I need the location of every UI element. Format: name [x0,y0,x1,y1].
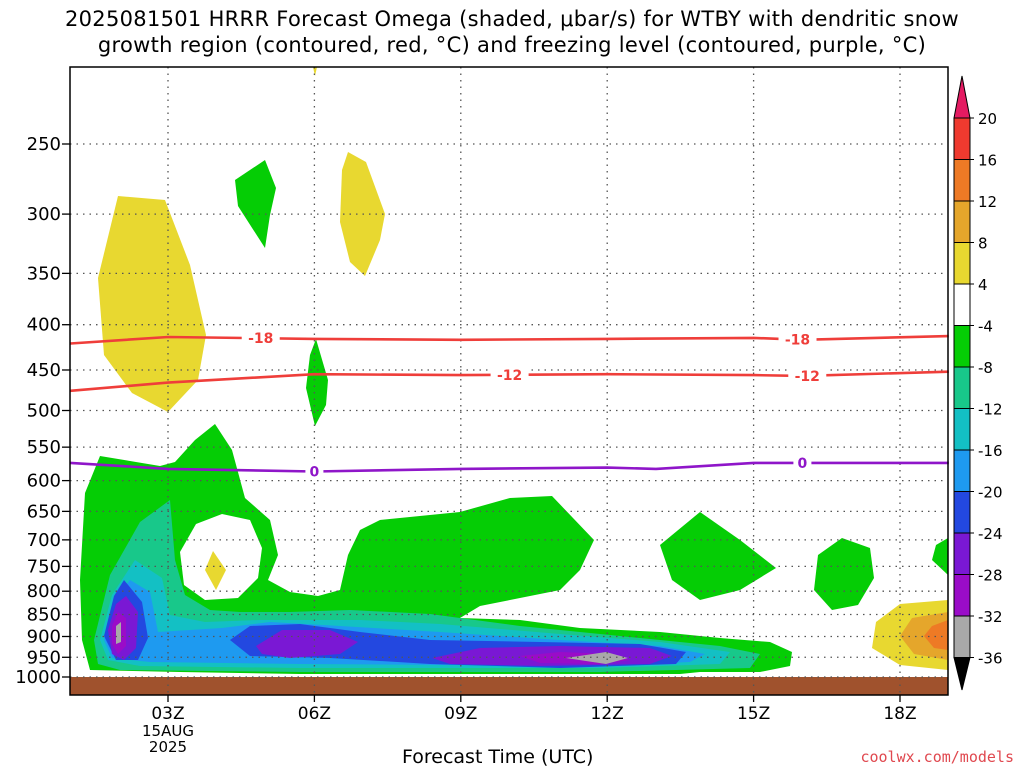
x-tick-label: 09Z [444,704,477,724]
omega-region-positive [205,551,226,590]
colorbar-label: 16 [978,152,997,170]
colorbar-label: -8 [978,359,993,377]
colorbar-arrow-bottom [953,657,971,691]
colorbar-segment [953,117,971,160]
site-credit[interactable]: coolwx.com/models [860,748,1014,766]
ground-surface [70,677,948,695]
contour-label-bg [305,463,324,480]
contour-label-bg [793,454,812,471]
y-axis: 2503003504004505005506006507007508008509… [15,134,70,688]
colorbar-segment [953,325,971,368]
colorbar-segment [953,532,971,575]
colorbar-segment [953,159,971,202]
colorbar-label: -4 [978,318,993,336]
omega-region-negative [660,512,776,600]
colorbar-segment [953,366,971,409]
colorbar-segment [953,242,971,285]
x-tick-date: 2025 [149,738,187,756]
omega-region-negative [116,622,121,644]
colorbar-segment [953,574,971,617]
y-tick-label: 850 [27,605,61,626]
contour-label: -12 [795,369,820,385]
colorbar-label: -32 [978,608,1003,626]
colorbar-segment [953,200,971,243]
x-axis-label: Forecast Time (UTC) [402,746,594,768]
colorbar-label: -28 [978,567,1003,585]
y-tick-label: 400 [27,315,61,336]
contour-label-bg [490,366,529,383]
colorbar-label: 4 [978,276,988,294]
omega-region-negative [566,652,628,664]
y-tick-label: 600 [27,471,61,492]
chart-title-line-2: growth region (contoured, red, °C) and f… [97,33,927,57]
x-tick-label: 06Z [298,704,331,724]
omega-region-negative [235,160,276,248]
y-tick-label: 550 [27,437,61,458]
contour-label: -12 [497,368,522,384]
y-tick-label: 450 [27,360,61,381]
y-tick-label: 250 [27,134,61,155]
contour-label-bg [778,331,817,348]
colorbar-label: -36 [978,650,1003,668]
contour-label: -18 [785,333,810,349]
y-tick-label: 350 [27,263,61,284]
y-tick-label: 750 [27,556,61,577]
y-tick-label: 650 [27,501,61,522]
colorbar-label: 20 [978,110,997,128]
grid-lines [70,67,948,695]
x-tick-label: 18Z [883,704,916,724]
colorbar-label: -16 [978,442,1003,460]
colorbar-segment [953,449,971,492]
colorbar-segment [953,491,971,534]
chart-title: 2025081501 HRRR Forecast Omega (shaded, … [0,6,1024,58]
y-tick-label: 1000 [15,667,61,688]
omega-region-weak [180,514,262,600]
contour-label: 0 [798,456,808,472]
contour-label-bg [241,330,280,347]
y-tick-label: 500 [27,401,61,422]
temperature-contours: -18 -18 -12 -12 0 0 [70,330,949,481]
omega-shading [80,67,948,674]
colorbar-segment [953,615,971,658]
colorbar-label: -24 [978,525,1003,543]
plot-frame [69,66,949,696]
y-tick-label: 300 [27,204,61,225]
contour-line [70,461,949,473]
colorbar-segment [953,283,971,326]
colorbar-segment [953,408,971,451]
y-tick-label: 900 [27,626,61,647]
omega-region-negative [306,339,328,426]
omega-region-positive [98,196,206,412]
omega-region-negative [256,630,358,658]
omega-region-negative [932,538,948,575]
colorbar-label: -12 [978,401,1003,419]
contour-label: 0 [310,465,320,481]
x-tick-label: 15Z [737,704,770,724]
contour-label: -18 [248,331,273,347]
colorbar-label: 8 [978,235,988,253]
x-tick-label: 12Z [591,704,624,724]
x-tick-label: 03Z [151,704,184,724]
contour-label-bg [788,367,827,384]
colorbar-label: -20 [978,484,1003,502]
y-tick-label: 700 [27,530,61,551]
y-tick-label: 950 [27,647,61,668]
omega-region-negative [80,424,792,674]
colorbar: 20 16 12 8 4 -4 -8 -12 -16 -20 -24 -28 -32 -36 [953,75,1003,691]
colorbar-arrow-top [953,75,971,119]
omega-region-positive [313,67,317,76]
chart-title-line-1: 2025081501 HRRR Forecast Omega (shaded, … [64,7,959,31]
omega-region-positive [924,620,948,650]
colorbar-label: 12 [978,193,997,211]
omega-region-negative [814,538,874,610]
x-tick-date: 15AUG [142,722,194,740]
y-tick-label: 800 [27,581,61,602]
